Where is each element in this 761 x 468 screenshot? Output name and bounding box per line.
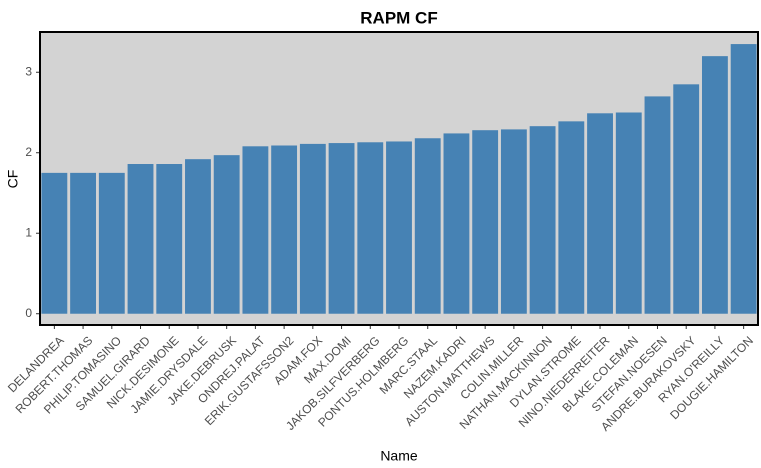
bar [500, 129, 527, 314]
bar [70, 172, 97, 314]
y-tick-label: 0 [25, 306, 32, 320]
y-tick-label: 2 [25, 145, 32, 159]
bar [701, 56, 728, 314]
y-tick-label: 3 [25, 64, 32, 78]
bar [558, 121, 585, 314]
bar [213, 155, 240, 314]
bar [587, 113, 613, 314]
plot-border [39, 31, 759, 326]
bar [386, 141, 412, 314]
chart-title: RAPM CF [360, 8, 437, 27]
bar [328, 143, 355, 314]
bar [98, 172, 125, 314]
bar [299, 143, 326, 314]
x-axis-label: Name [380, 448, 418, 464]
bar [443, 133, 470, 314]
bar [156, 164, 183, 314]
bar [644, 96, 671, 314]
bar [271, 145, 298, 314]
bar [472, 130, 499, 314]
bar [242, 146, 269, 314]
y-tick-label: 1 [25, 225, 32, 239]
bar [127, 164, 154, 314]
bar [185, 159, 211, 314]
bar [357, 142, 384, 314]
bar [730, 44, 757, 314]
bar [529, 126, 556, 314]
bar [673, 84, 700, 314]
bar [414, 138, 441, 314]
y-axis-label: CF [5, 170, 21, 189]
bar [615, 112, 642, 314]
bar [41, 172, 68, 314]
